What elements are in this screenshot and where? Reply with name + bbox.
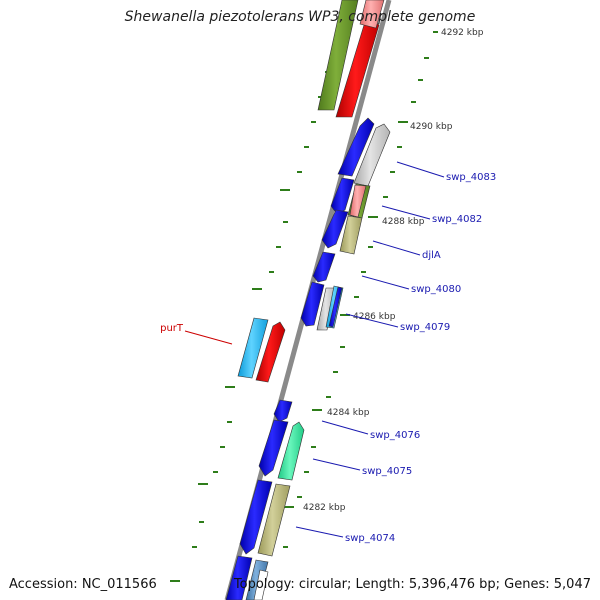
gene-label-swp4083: swp_4083 <box>446 172 496 183</box>
gene-label-swp4074: swp_4074 <box>345 533 395 544</box>
scale-label-4290: 4290 kbp <box>410 122 453 132</box>
gene-blue-swp4083-a <box>337 117 375 177</box>
topology-text: Topology: circular; Length: 5,396,476 bp… <box>233 577 591 592</box>
outer-tick-marks <box>283 31 438 548</box>
scale-label-4292: 4292 kbp <box>441 28 484 38</box>
gene-label-swp4080: swp_4080 <box>411 284 461 295</box>
gene-blue-swp4079-a <box>300 281 325 327</box>
gene-label-swp4076: swp_4076 <box>370 430 420 441</box>
gene-label-leaders <box>184 161 445 538</box>
gene-label-swp4079: swp_4079 <box>400 322 450 333</box>
gene-blue-swp4079-b <box>328 286 343 328</box>
gene-labels: swp_4083 swp_4082 djlA swp_4080 swp_4079… <box>160 172 496 544</box>
scale-label-4282: 4282 kbp <box>303 503 346 513</box>
gene-blue-swp4080 <box>312 251 336 283</box>
genome-title: Shewanella piezotolerans WP3, complete g… <box>124 9 476 25</box>
gene-blue-djla-a <box>321 209 349 249</box>
gene-features <box>225 0 391 600</box>
scale-label-4288: 4288 kbp <box>382 217 425 227</box>
scale-labels: 4292 kbp 4290 kbp 4288 kbp 4286 kbp 4284… <box>303 28 484 513</box>
scale-label-4284: 4284 kbp <box>327 408 370 418</box>
gene-pink-swp4082 <box>349 184 367 218</box>
gene-label-swp4082: swp_4082 <box>432 214 482 225</box>
gene-blue-swp4074-a <box>239 479 273 555</box>
gene-label-djla: djlA <box>422 250 441 261</box>
gene-steel-bottom <box>245 559 269 600</box>
gene-khaki-djla <box>339 215 363 255</box>
gene-pink-top <box>359 0 385 29</box>
scale-label-4286: 4286 kbp <box>353 312 396 322</box>
gene-khaki-swp4074 <box>257 483 291 557</box>
gene-gray-swp4079 <box>316 287 337 331</box>
gene-label-swp4075: swp_4075 <box>362 466 412 477</box>
gene-blue-bottom <box>225 555 253 600</box>
gene-cyan-purt <box>237 317 269 379</box>
gene-label-purt: purT <box>160 323 184 334</box>
gene-red-purt <box>255 321 286 383</box>
gene-olive-top <box>317 0 359 111</box>
accession-text: Accession: NC_011566 <box>9 577 157 592</box>
gene-blue-swp4076-a <box>273 399 293 423</box>
gene-blue-swp4076-b <box>258 419 289 477</box>
gene-mint-swp4075 <box>277 421 305 481</box>
gene-white-bottom <box>253 569 269 600</box>
gene-gray-swp4083 <box>353 123 391 187</box>
